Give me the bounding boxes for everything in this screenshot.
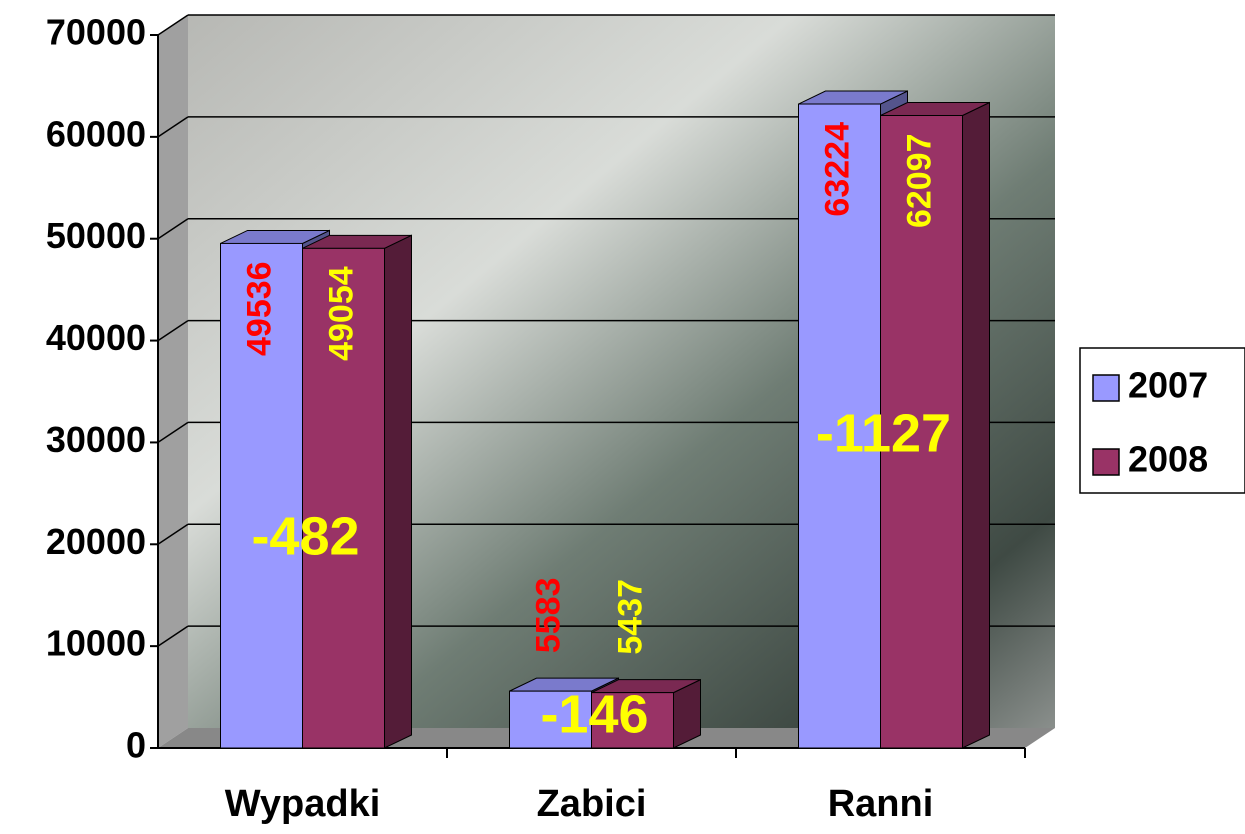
y-tick-label: 30000 xyxy=(46,419,146,460)
chart: 0 10000 20000 30000 40000 50000 60000 70000 Wypa… xyxy=(0,0,1245,834)
annotation: -146 xyxy=(540,684,648,744)
y-tick-label: 10000 xyxy=(46,623,146,664)
legend-swatch xyxy=(1093,449,1119,475)
bar-side xyxy=(385,235,412,748)
value-label: 49054 xyxy=(322,266,360,361)
x-tick-label: Ranni xyxy=(828,783,934,825)
x-tick-label: Zabici xyxy=(537,783,647,825)
legend-label: 2008 xyxy=(1128,439,1208,480)
y-tick-label: 60000 xyxy=(46,113,146,154)
y-tick-label: 0 xyxy=(126,725,146,766)
side-wall xyxy=(158,15,188,748)
x-tick-label: Wypadki xyxy=(225,783,381,825)
y-tick-label: 20000 xyxy=(46,521,146,562)
y-tick-label: 40000 xyxy=(46,317,146,358)
annotation: -1127 xyxy=(816,403,951,463)
bar-side xyxy=(963,102,990,748)
value-label: 63224 xyxy=(818,122,856,217)
value-label: 5437 xyxy=(611,579,649,655)
y-tick-label: 50000 xyxy=(46,215,146,256)
value-label: 5583 xyxy=(529,577,567,653)
legend-label: 2007 xyxy=(1128,365,1208,406)
value-label: 49536 xyxy=(240,261,278,356)
legend-swatch xyxy=(1093,375,1119,401)
annotation: -482 xyxy=(251,506,359,566)
y-tick-label: 70000 xyxy=(46,12,146,53)
value-label: 62097 xyxy=(900,133,938,228)
